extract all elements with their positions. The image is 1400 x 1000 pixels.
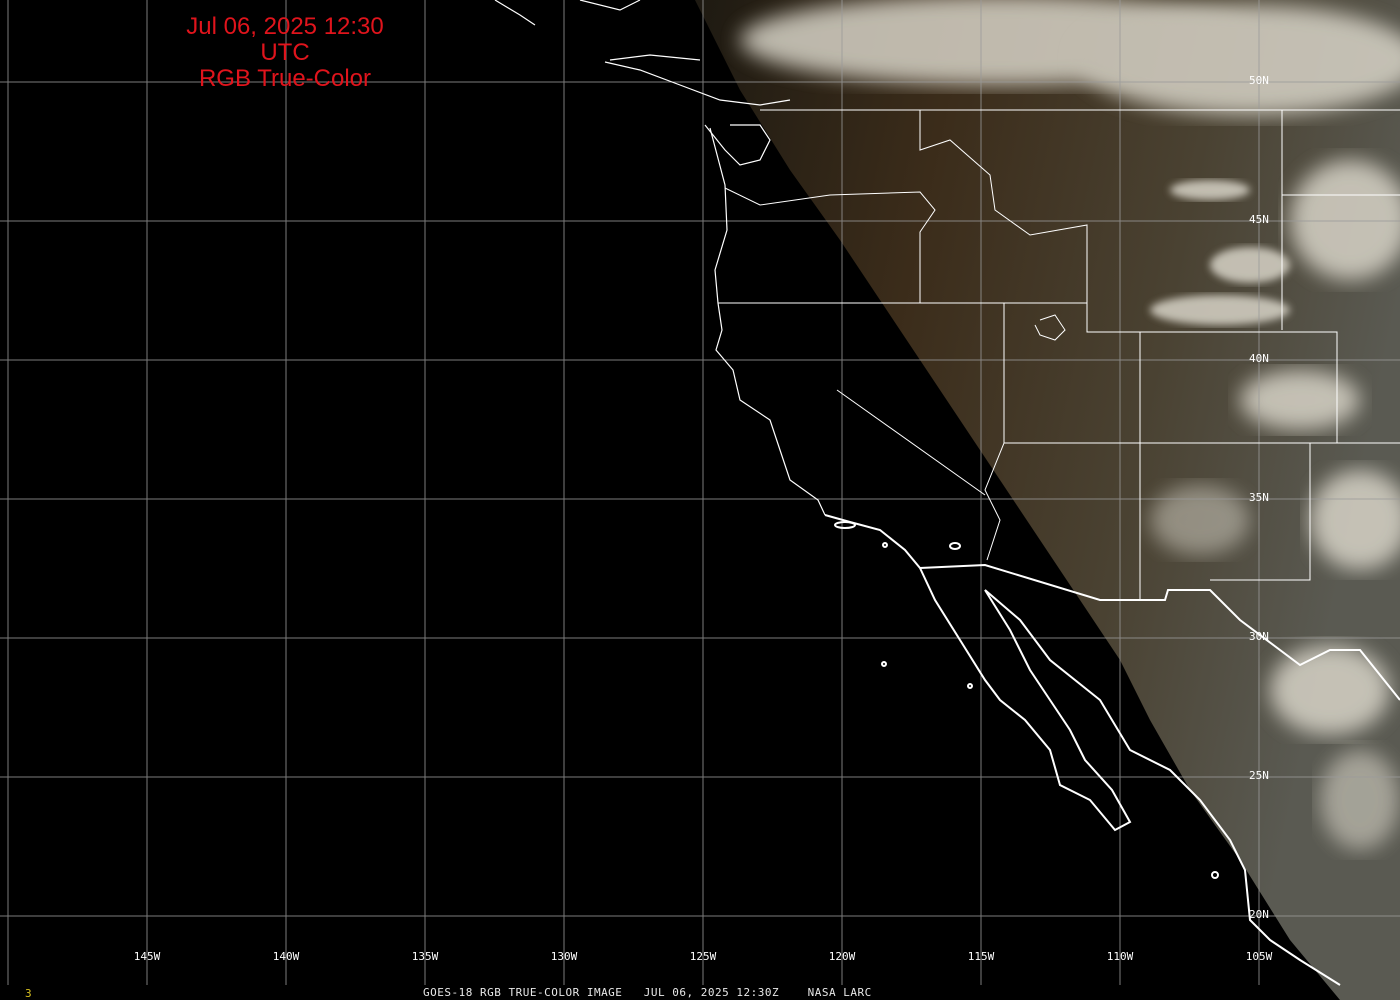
mexico-border — [919, 563, 1400, 701]
lon-label: 125W — [689, 950, 717, 963]
lon-label: 120W — [828, 950, 856, 963]
lon-label: 130W — [550, 950, 578, 963]
image-caption: GOES-18 RGB TRUE-COLOR IMAGE JUL 06, 202… — [423, 986, 872, 999]
coastlines — [494, 0, 826, 516]
lat-label: 30N — [1249, 630, 1269, 643]
state-borders — [718, 109, 1400, 600]
lat-label: 20N — [1249, 908, 1269, 921]
lat-label: 40N — [1249, 352, 1269, 365]
lon-label: 115W — [967, 950, 995, 963]
lon-label: 110W — [1106, 950, 1134, 963]
cloud-cover — [740, 0, 1400, 850]
imagery-land — [695, 0, 1400, 1000]
lat-label: 25N — [1249, 769, 1269, 782]
title-product: RGB True-Color — [198, 65, 372, 92]
lon-label: 140W — [272, 950, 300, 963]
lat-label: 35N — [1249, 491, 1269, 504]
title-timestamp: Jul 06, 2025 12:30 UTC — [186, 13, 384, 66]
frame-number: 3 — [25, 987, 32, 1000]
lon-label: 145W — [133, 950, 161, 963]
coastlines-south — [824, 514, 1341, 986]
lon-label: 105W — [1245, 950, 1273, 963]
lat-label: 45N — [1249, 213, 1269, 226]
image-title: Jul 06, 2025 12:30 UTC RGB True-Color — [160, 14, 410, 92]
lon-label: 135W — [411, 950, 439, 963]
lat-label: 50N — [1249, 74, 1269, 87]
